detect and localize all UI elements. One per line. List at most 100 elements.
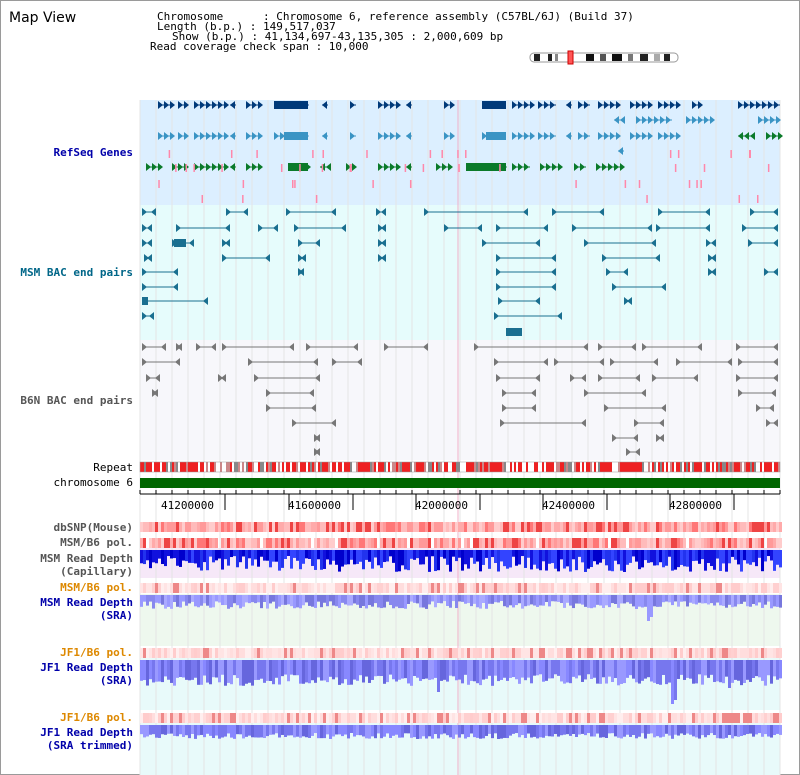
jf1-sra-depth-bar [221, 660, 224, 675]
gene-block [482, 101, 506, 109]
repeat-segment [736, 462, 738, 472]
repeat-segment [182, 462, 184, 472]
jf1-sra-depth-bar [290, 660, 293, 675]
jf1-b6-pol-heat-cell [404, 648, 407, 658]
msm-sra-depth-bar [380, 595, 383, 609]
repeat-segment [240, 462, 242, 472]
gene-row-arrow [636, 101, 641, 109]
dbsnp-heat-cell [479, 522, 482, 532]
b6n-bac-pair-end [641, 389, 646, 397]
msm-sra-depth-bar [371, 595, 374, 607]
repeat-segment [472, 462, 474, 472]
jf1-trimmed-depth-bar [368, 725, 371, 739]
msm-sra-depth-bar [362, 595, 365, 606]
repeat-segment [362, 462, 364, 472]
msm-sra-depth-bar [710, 595, 713, 604]
msm-capillary-depth-bar [473, 550, 476, 564]
gene-row-arrow [206, 101, 211, 109]
repeat-segment [228, 462, 230, 472]
repeat-segment [436, 462, 438, 472]
msm-capillary-depth-bar [713, 550, 716, 570]
msm-capillary-depth-bar [434, 550, 437, 572]
b6n-bac-pair-end [531, 404, 536, 412]
jf1-sra-depth-bar [650, 660, 653, 682]
msm-bac-pair-end [651, 239, 656, 247]
msm-capillary-depth-bar [605, 550, 608, 566]
jf1-b6-pol-heat-cell [491, 648, 494, 658]
repeat-segment [778, 462, 780, 472]
msm-capillary-depth-bar [350, 550, 353, 560]
msm-bac-pair-end [381, 254, 386, 262]
jf1-trimmed-depth-bar [419, 725, 422, 739]
repeat-segment [452, 462, 454, 472]
jf1-trimmed-depth-bar [287, 725, 290, 736]
msm-b6-pol-heat-cell [152, 538, 155, 548]
repeat-segment [746, 462, 748, 472]
msm-sra-depth-bar [437, 595, 440, 604]
msm-sra-depth-bar [158, 595, 161, 604]
msm-bac-pair-end [705, 224, 710, 232]
jf1-b6-pol-heat-cell [455, 648, 458, 658]
msm-bac-pair-end [298, 254, 303, 262]
gene-row-arrow [384, 101, 389, 109]
msm-b6-pol-heat-cell [323, 583, 326, 593]
repeat-segment [720, 462, 722, 472]
dbsnp-heat-cell [236, 522, 239, 532]
msm-b6-pol-heat-cell [497, 583, 500, 593]
jf1-b6-pol-heat-cell [752, 713, 755, 723]
msm-capillary-depth-bar [692, 550, 695, 562]
msm-b6-pol-heat-cell [509, 538, 512, 548]
refseq-genes-label: RefSeq Genes [53, 146, 133, 159]
jf1-trimmed-depth-bar [254, 725, 257, 738]
gene-row-arrow [580, 163, 585, 171]
msm-sra-depth-bar [542, 595, 545, 606]
repeat-segment [278, 462, 280, 472]
msm-sra-depth-bar [641, 595, 644, 608]
dbsnp-heat-cell [152, 522, 155, 532]
gene-row-arrow [616, 101, 621, 109]
jf1-b6-pol-heat-cell [140, 648, 143, 658]
msm-capillary-depth-bar [656, 550, 659, 566]
jf1-sra-depth-bar [686, 660, 689, 678]
gene-row-arrow [778, 132, 783, 140]
repeat-segment [200, 462, 202, 472]
jf1-b6-pol-heat-cell [224, 713, 227, 723]
gene-row-arrow [442, 163, 447, 171]
b6n-bac-pair-end [311, 404, 316, 412]
gene-row-arrow [566, 132, 571, 140]
gene-row-arrow [212, 101, 217, 109]
jf1-b6-pol-heat-cell [689, 713, 692, 723]
msm-capillary-depth-bar [224, 550, 227, 560]
coverage-span-info: Read coverage check span : 10,000 [150, 40, 369, 53]
msm-sra-depth-bar [770, 595, 773, 609]
jf1-b6-pol-heat-cell [524, 713, 527, 723]
msm-b6-pol-heat-cell [509, 583, 512, 593]
jf1-b6-pol-heat-cell [332, 648, 335, 658]
msm-b6-pol-heat-cell [233, 538, 236, 548]
gene-block [274, 101, 308, 109]
jf1-b6-pol-heat-cell [779, 713, 782, 723]
msm-b6-pol-heat-cell [194, 538, 197, 548]
repeat-segment [580, 462, 582, 472]
jf1-sra-depth-bar [317, 660, 320, 678]
msm-capillary-depth-bar [629, 550, 632, 563]
b6n-bac-pair-end [496, 374, 501, 382]
jf1-b6-pol-heat-cell [278, 648, 281, 658]
msm-bac-pair-end [606, 268, 611, 276]
jf1-sra-depth-bar [407, 660, 410, 684]
dbsnp-heat-cell [617, 522, 620, 532]
jf1-b6-pol-heat-cell [443, 713, 446, 723]
msm-b6-pol-heat-cell [416, 538, 419, 548]
msm-b6-pol-heat-cell [236, 538, 239, 548]
msm-capillary-depth-bar [422, 550, 425, 565]
chromosome-ideogram[interactable] [529, 50, 679, 65]
dbsnp-heat-cell [689, 522, 692, 532]
gene-row-arrow [406, 132, 411, 140]
jf1-b6-pol-heat-cell [512, 648, 515, 658]
msm-capillary-depth-bar [566, 550, 569, 567]
jf1-b6-pol-heat-cell [584, 648, 587, 658]
jf1-b6-pol-heat-cell [689, 648, 692, 658]
jf1-b6-pol-heat-cell [605, 713, 608, 723]
gene-row-arrow [184, 132, 189, 140]
